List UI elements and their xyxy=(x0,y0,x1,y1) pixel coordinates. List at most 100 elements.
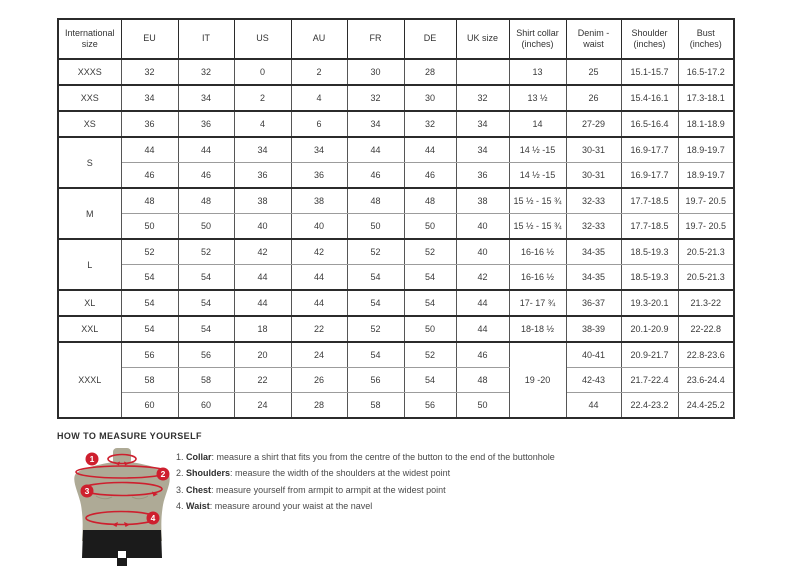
size-label-cell: XL xyxy=(57,289,122,317)
table-cell: 18.1-18.9 xyxy=(677,110,735,138)
table-cell: 22.8-23.6 xyxy=(677,341,735,368)
table-cell: 46 xyxy=(455,341,510,368)
column-header: FR xyxy=(346,18,405,60)
item-term: Chest xyxy=(186,484,212,495)
table-cell: 26 xyxy=(290,367,348,393)
table-cell: 34 xyxy=(177,84,235,112)
table-cell: 17.7-18.5 xyxy=(620,187,679,214)
table-cell: 58 xyxy=(177,367,235,393)
table-cell: 4 xyxy=(233,110,292,138)
mannequin-stand xyxy=(117,558,127,566)
table-cell: 54 xyxy=(120,264,179,291)
table-cell: 14 xyxy=(508,110,567,138)
mannequin-neck xyxy=(113,448,131,464)
table-cell: 48 xyxy=(455,367,510,393)
size-label-cell: XXS xyxy=(57,84,122,112)
table-cell: 38 xyxy=(233,187,292,214)
table-row: 60 60 24 28 58 56 50 44 22.4-23.2 24.4-25.2 xyxy=(58,392,735,419)
table-row: XS 36 36 4 6 34 32 34 14 27-29 16.5-16.4 18.1-18.9 xyxy=(57,110,735,138)
item-number: 3. xyxy=(176,484,184,495)
table-cell: 18.5-19.3 xyxy=(620,264,679,291)
table-cell: 48 xyxy=(120,187,179,214)
table-cell: 0 xyxy=(233,58,292,86)
measure-instructions: 1. Collar: measure a shirt that fits you… xyxy=(176,449,555,515)
table-cell: 40-41 xyxy=(565,341,622,368)
table-row: L 52 52 42 42 52 52 40 16-16 ½ 34-35 18.5-19.3 20.5… xyxy=(57,238,735,291)
table-cell: 20.9-21.7 xyxy=(620,341,679,368)
table-cell: 34 xyxy=(120,84,179,112)
table-cell: 54 xyxy=(177,264,235,291)
column-header: Denim - waist xyxy=(565,18,622,60)
table-cell: 27-29 xyxy=(565,110,622,138)
table-cell: 44 xyxy=(455,315,510,343)
table-cell: 23.6-24.4 xyxy=(677,367,735,393)
table-cell: 28 xyxy=(403,58,457,86)
table-cell: 48 xyxy=(177,187,235,214)
table-cell: 44 xyxy=(565,392,622,419)
item-text: : measure around your waist at the navel xyxy=(209,501,373,512)
item-number: 1. xyxy=(176,452,184,462)
guide-title: HOW TO MEASURE YOURSELF xyxy=(57,431,202,441)
table-cell: 60 xyxy=(120,392,179,419)
table-cell: 56 xyxy=(120,341,179,368)
table-row: XXXL 56 56 20 24 54 52 46 19 -20 40-41 20.9-21.7 22… xyxy=(57,341,735,419)
table-cell: 24 xyxy=(233,392,292,419)
table-cell: 52 xyxy=(346,238,405,265)
guide-item-chest: 3. Chest: measure yourself from armpit t… xyxy=(176,482,555,498)
table-cell: 54 xyxy=(403,264,457,291)
table-cell: 32-33 xyxy=(565,187,622,214)
table-cell: 36 xyxy=(290,162,348,189)
table-cell: 30 xyxy=(346,58,405,86)
table-cell: 58 xyxy=(346,392,405,419)
table-cell: 2 xyxy=(290,58,348,86)
table-cell: 52 xyxy=(403,341,457,368)
chest-contour-left xyxy=(95,495,113,500)
table-cell: 22.4-23.2 xyxy=(620,392,679,419)
table-cell: 36-37 xyxy=(565,289,622,317)
table-cell: 36 xyxy=(177,110,235,138)
table-cell: 25 xyxy=(565,58,622,86)
table-cell: 19.7- 20.5 xyxy=(677,213,735,240)
table-cell: 54 xyxy=(120,289,179,317)
item-term: Shoulders xyxy=(186,468,231,479)
table-cell: 54 xyxy=(177,289,235,317)
table-cell: 40 xyxy=(455,238,510,265)
table-cell: 44 xyxy=(120,136,179,163)
table-cell: 44 xyxy=(290,264,348,291)
table-cell: 17.3-18.1 xyxy=(677,84,735,112)
table-cell: 6 xyxy=(290,110,348,138)
column-header: Bust (inches) xyxy=(677,18,735,60)
table-cell: 44 xyxy=(233,264,292,291)
table-cell: 34-35 xyxy=(565,238,622,265)
size-label-cell: XXL xyxy=(57,315,122,343)
table-cell: 34-35 xyxy=(565,264,622,291)
item-number: 4. xyxy=(176,501,184,512)
table-cell: 20 xyxy=(233,341,292,368)
table-cell: 48 xyxy=(403,187,457,214)
table-cell: 38 xyxy=(455,187,510,214)
svg-text:3: 3 xyxy=(85,486,90,496)
table-row: 50 50 40 40 50 50 40 15 ½ - 15 ¾ 32-33 17.7-18.5 1… xyxy=(58,213,735,240)
item-text: : measure a shirt that fits you from the… xyxy=(211,452,555,462)
mannequin-illustration: 1 2 3 4 xyxy=(74,448,170,566)
table-cell: 22 xyxy=(290,315,348,343)
marker-4: 4 xyxy=(146,511,160,525)
table-cell: 42 xyxy=(455,264,510,291)
table-cell: 52 xyxy=(120,238,179,265)
table-cell: 16.5-16.4 xyxy=(620,110,679,138)
table-cell: 32 xyxy=(120,58,179,86)
guide-item-shoulders: 2. Shoulders: measure the width of the s… xyxy=(176,465,555,481)
item-term: Collar xyxy=(186,452,212,462)
table-cell: 54 xyxy=(403,367,457,393)
table-cell: 34 xyxy=(455,110,510,138)
table-cell: 36 xyxy=(120,110,179,138)
table-cell: 18.5-19.3 xyxy=(620,238,679,265)
table-cell: 50 xyxy=(346,213,405,240)
table-cell: 46 xyxy=(346,162,405,189)
table-row: XL 54 54 44 44 54 54 44 17- 17 ¾ 36-37 19.3-20.1 21… xyxy=(57,289,735,317)
table-cell: 42-43 xyxy=(565,367,622,393)
table-cell: 32 xyxy=(403,110,457,138)
size-label-cell: M xyxy=(57,187,122,240)
column-header: Shirt collar (inches) xyxy=(508,18,567,60)
item-text: : measure yourself from armpit to armpit… xyxy=(211,484,446,495)
